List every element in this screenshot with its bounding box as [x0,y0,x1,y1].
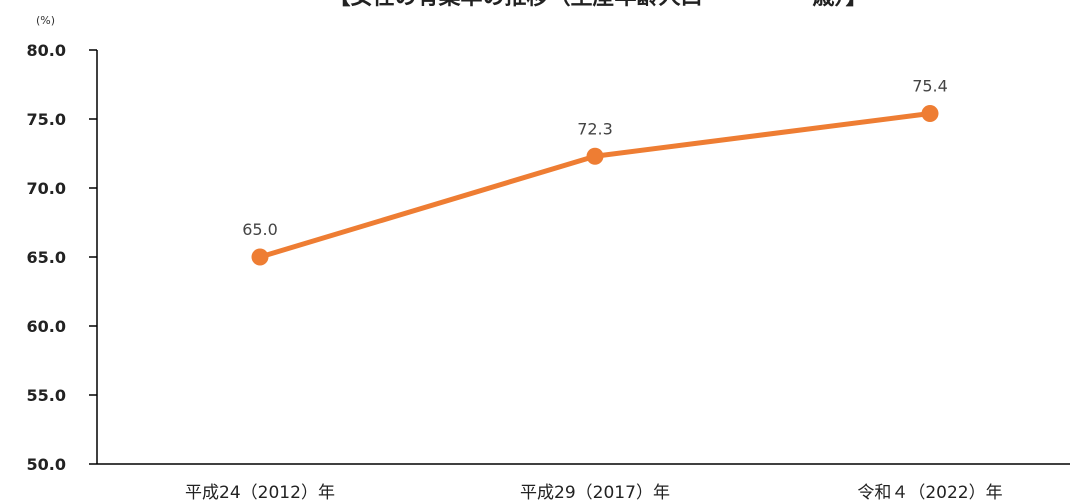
data-point [921,104,939,122]
data-label: 72.3 [577,119,613,138]
chart-title: 【女性の有業率の推移（生産年齢人口 歳）】 [328,0,867,10]
y-tick-label: 55.0 [27,386,66,405]
y-tick-label: 70.0 [27,179,66,198]
axes [89,49,1070,465]
x-category-label: 平成24（2012）年 [185,483,335,503]
data-label: 65.0 [242,220,278,239]
x-category-label: 平成29（2017）年 [520,483,670,503]
data-point [586,147,604,165]
x-category-labels: 平成24（2012）年 平成29（2017）年 令和４（2022）年 [185,483,1003,503]
data-label: 75.4 [912,76,948,95]
y-tick-label: 65.0 [27,248,66,267]
y-axis-unit: (%) [36,14,55,27]
x-category-label: 令和４（2022）年 [857,483,1002,503]
y-tick-label: 60.0 [27,317,66,336]
y-tick-labels: 50.0 55.0 60.0 65.0 70.0 75.0 80.0 [27,41,66,474]
y-tick-label: 80.0 [27,41,66,60]
y-tick-label: 75.0 [27,110,66,129]
series-group: 65.0 72.3 75.4 [242,76,948,266]
y-tick-label: 50.0 [27,455,66,474]
data-point [251,248,269,266]
